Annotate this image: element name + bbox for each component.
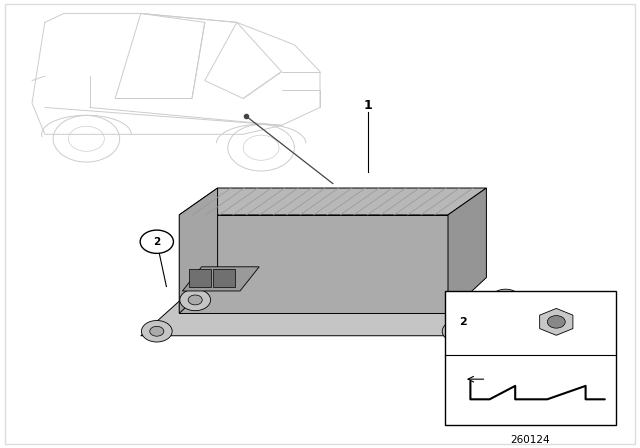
- Polygon shape: [179, 188, 486, 215]
- Polygon shape: [179, 188, 218, 313]
- Circle shape: [180, 289, 211, 310]
- Circle shape: [451, 326, 465, 336]
- Circle shape: [442, 320, 473, 342]
- FancyBboxPatch shape: [189, 270, 211, 288]
- Polygon shape: [448, 188, 486, 313]
- Polygon shape: [182, 267, 259, 291]
- Text: 1: 1: [364, 99, 372, 112]
- Circle shape: [547, 315, 565, 328]
- FancyBboxPatch shape: [213, 270, 235, 288]
- Polygon shape: [141, 295, 518, 336]
- Polygon shape: [179, 215, 448, 313]
- Text: 2: 2: [153, 237, 161, 247]
- FancyBboxPatch shape: [445, 291, 616, 425]
- Circle shape: [499, 295, 513, 305]
- Text: 260124: 260124: [511, 435, 550, 445]
- Circle shape: [141, 320, 172, 342]
- Circle shape: [140, 230, 173, 254]
- Circle shape: [150, 326, 164, 336]
- Circle shape: [188, 295, 202, 305]
- Polygon shape: [540, 308, 573, 335]
- Circle shape: [490, 289, 521, 310]
- Text: 2: 2: [459, 317, 467, 327]
